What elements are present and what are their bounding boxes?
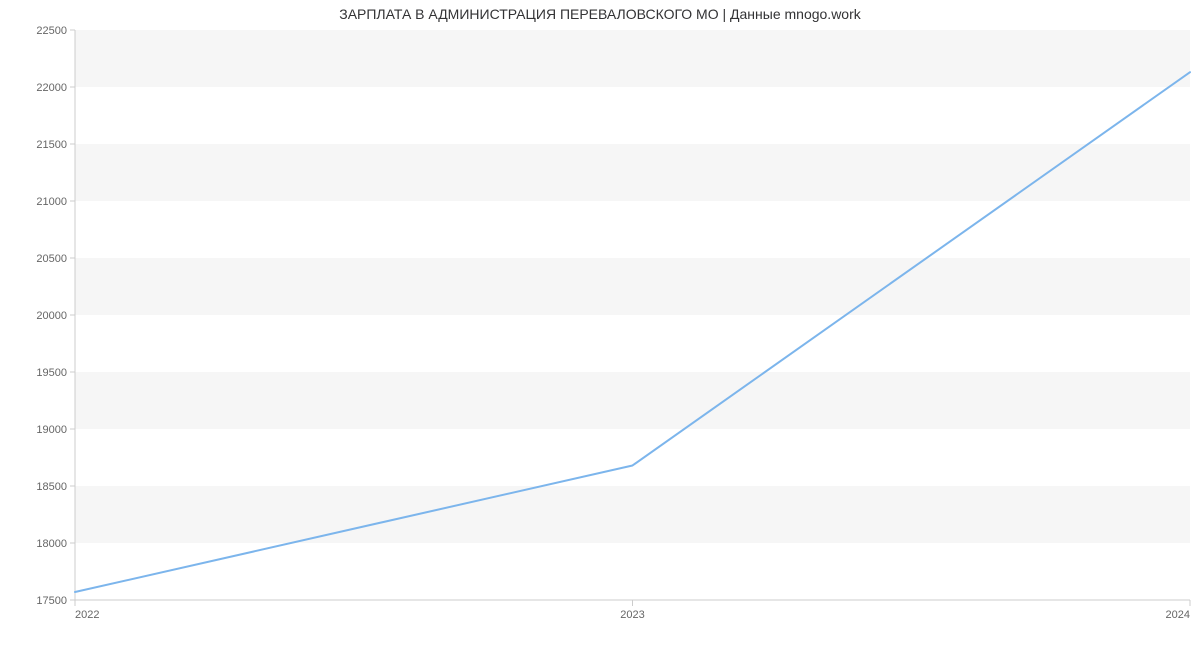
y-tick-label: 21000 — [36, 196, 67, 208]
x-tick-label: 2023 — [620, 609, 644, 621]
chart-title: ЗАРПЛАТА В АДМИНИСТРАЦИЯ ПЕРЕВАЛОВСКОГО … — [0, 6, 1200, 22]
grid-band — [75, 201, 1190, 258]
y-tick-label: 17500 — [36, 595, 67, 607]
salary-line-chart: ЗАРПЛАТА В АДМИНИСТРАЦИЯ ПЕРЕВАЛОВСКОГО … — [0, 0, 1200, 650]
grid-band — [75, 258, 1190, 315]
grid-band — [75, 315, 1190, 372]
chart-svg: 17500 18000 18500 19000 19500 20000 20500 21000… — [0, 0, 1200, 650]
grid-band — [75, 372, 1190, 429]
x-tick-label: 2022 — [75, 609, 99, 621]
y-tick-label: 18500 — [36, 481, 67, 493]
x-tick-label: 2024 — [1166, 609, 1190, 621]
y-tick-label: 20000 — [36, 310, 67, 322]
grid-band — [75, 543, 1190, 600]
y-tick-label: 20500 — [36, 253, 67, 265]
y-tick-label: 19000 — [36, 424, 67, 436]
grid-band — [75, 429, 1190, 486]
y-tick-label: 22000 — [36, 82, 67, 94]
y-tick-label: 19500 — [36, 367, 67, 379]
y-tick-label: 21500 — [36, 139, 67, 151]
y-tick-label: 18000 — [36, 538, 67, 550]
grid-band — [75, 30, 1190, 87]
grid-band — [75, 486, 1190, 543]
grid-band — [75, 144, 1190, 201]
y-tick-label: 22500 — [36, 25, 67, 37]
grid-band — [75, 87, 1190, 144]
